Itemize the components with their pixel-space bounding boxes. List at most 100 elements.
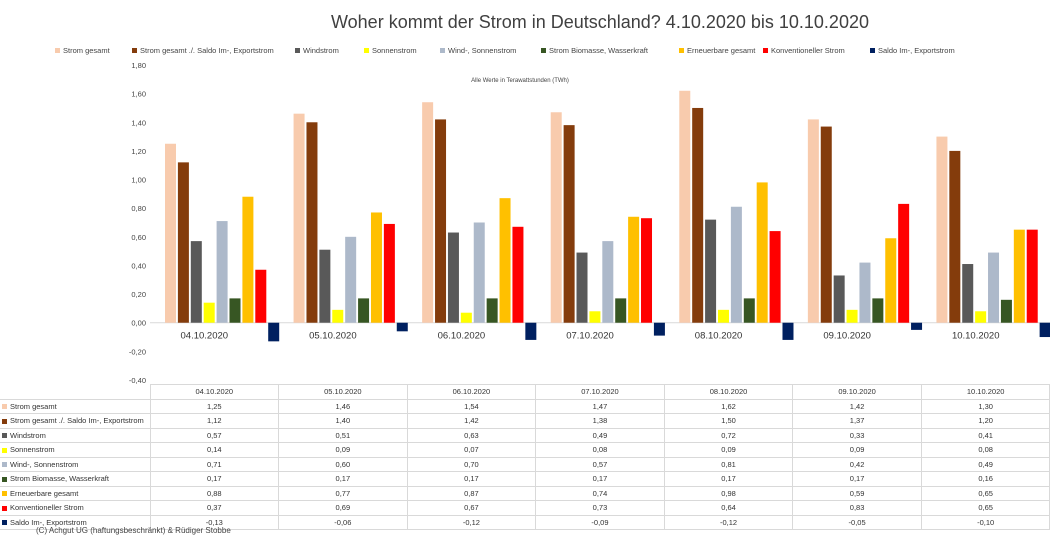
- bar: [743, 298, 755, 323]
- row-legend-key: [2, 476, 7, 482]
- chart-title: Woher kommt der Strom in Deutschland? 4.…: [331, 12, 869, 32]
- bar: [319, 249, 331, 323]
- y-tick-label: 0,60: [131, 233, 146, 242]
- bar: [563, 125, 575, 323]
- bar: [988, 252, 1000, 323]
- bar: [975, 311, 987, 323]
- bar: [872, 298, 884, 323]
- table-cell: 0,17: [406, 471, 537, 487]
- table-row: Konventioneller Strom 0,37 0,69 0,67 0,73 0,6…: [0, 500, 1050, 516]
- bar: [807, 119, 819, 323]
- bar: [165, 143, 176, 323]
- row-legend-key: [2, 505, 7, 511]
- bar: [833, 275, 845, 323]
- y-tick-label: 1,80: [131, 61, 146, 70]
- y-tick-label: 1,20: [131, 147, 146, 156]
- legend-label: Saldo Im-, Exportstrom: [878, 46, 955, 55]
- row-series-name: Konventioneller Strom: [10, 503, 84, 513]
- bar: [756, 182, 768, 323]
- chart-subtitle: Alle Werte in Terawattstunden (TWh): [471, 78, 569, 84]
- table-row: Strom gesamt 1,25 1,46 1,54 1,47 1,62 1,42 1,30: [0, 398, 1050, 414]
- table-cell: 0,67: [406, 500, 537, 516]
- table-cell: 0,64: [663, 500, 794, 516]
- table-row: Strom Biomasse, Wasserkraft 0,17 0,17 0,17 0…: [0, 471, 1050, 487]
- legend-item: Erneuerbare gesamt: [679, 46, 755, 55]
- bar: [512, 226, 524, 323]
- bar: [641, 218, 653, 323]
- legend-item: Windstrom: [295, 46, 339, 55]
- table-cell: 1,62: [663, 398, 794, 414]
- bar: [268, 322, 280, 342]
- legend-swatch: [55, 48, 60, 53]
- table-cell: 0,59: [792, 485, 922, 501]
- bar: [345, 236, 357, 323]
- table-column-header: 05.10.2020: [278, 384, 408, 400]
- table-cell: 1,20: [920, 413, 1050, 429]
- y-tick-label: 0,40: [131, 261, 146, 270]
- table-cell: 0,73: [535, 500, 665, 516]
- bar: [653, 322, 665, 336]
- table-cell: 0,42: [792, 456, 922, 472]
- table-column-header: 06.10.2020: [406, 384, 537, 400]
- row-legend-key: [2, 418, 7, 424]
- bar: [332, 309, 344, 323]
- bar: [589, 311, 601, 323]
- table-column-header: 09.10.2020: [792, 384, 922, 400]
- bar: [1039, 322, 1050, 338]
- bar: [486, 298, 498, 323]
- table-cell: 0,07: [406, 442, 537, 458]
- y-tick-label: 0,80: [131, 204, 146, 213]
- x-tick-label: 05.10.2020: [309, 331, 357, 342]
- table-cell: 1,42: [792, 398, 922, 414]
- table-cell: -0,12: [663, 514, 794, 530]
- row-series-name: Strom gesamt: [10, 401, 57, 411]
- table-cell: 0,63: [406, 427, 537, 443]
- table-cell: 0,16: [920, 471, 1050, 487]
- legend-item: Konventioneller Strom: [763, 46, 845, 55]
- bar: [306, 122, 318, 323]
- bar: [370, 212, 382, 323]
- bar: [911, 322, 923, 330]
- table-cell: 0,09: [792, 442, 922, 458]
- x-tick-label: 04.10.2020: [181, 331, 229, 342]
- table-cell: 1,30: [920, 398, 1050, 414]
- legend-label: Erneuerbare gesamt: [687, 46, 756, 55]
- row-legend-key: [2, 404, 7, 410]
- table-cell: -0,05: [792, 514, 922, 530]
- table-cell: 0,49: [535, 427, 665, 443]
- table-corner: [0, 384, 150, 400]
- bar: [717, 309, 729, 323]
- table-cell: 0,70: [406, 456, 537, 472]
- table-column-header: 08.10.2020: [663, 384, 794, 400]
- table-row-label: Strom Biomasse, Wasserkraft: [0, 471, 151, 487]
- legend-label: Strom Biomasse, Wasserkraft: [549, 46, 648, 55]
- table-cell: 0,71: [149, 456, 280, 472]
- table-cell: 0,08: [920, 442, 1050, 458]
- bar: [1000, 299, 1012, 323]
- row-series-name: Strom Biomasse, Wasserkraft: [10, 474, 109, 484]
- table-column-header: 07.10.2020: [535, 384, 665, 400]
- table-row: Windstrom 0,57 0,51 0,63 0,49 0,72 0,33 0,41: [0, 427, 1050, 443]
- table-row: Saldo Im-, Exportstrom -0,13 -0,06 -0,12 -0,…: [0, 514, 1050, 530]
- table-cell: -0,06: [278, 514, 408, 530]
- bar: [705, 219, 717, 323]
- x-tick-label: 10.10.2020: [952, 331, 1000, 342]
- table-cell: 0,57: [535, 456, 665, 472]
- y-tick-label: 1,00: [131, 176, 146, 185]
- table-cell: 0,74: [535, 485, 665, 501]
- legend-item: Strom Biomasse, Wasserkraft: [541, 46, 648, 55]
- bar: [885, 238, 897, 323]
- table-cell: 0,60: [278, 456, 408, 472]
- bar: [615, 298, 627, 323]
- y-tick-label: 1,40: [131, 118, 146, 127]
- table-cell: -0,12: [406, 514, 537, 530]
- copyright-footer: (C) Achgut UG (haftungsbeschränkt) & Rüd…: [36, 526, 231, 535]
- bar: [422, 102, 434, 323]
- bar: [473, 222, 485, 323]
- legend-label: Strom gesamt ./. Saldo Im-, Exportstrom: [140, 46, 274, 55]
- row-series-name: Saldo Im-, Exportstrom: [10, 517, 87, 527]
- table-row: Strom gesamt ./. Saldo Im-, Exportstrom 1…: [0, 413, 1050, 429]
- table-row: Sonnenstrom 0,14 0,09 0,07 0,08 0,09 0,09 0,08: [0, 442, 1050, 458]
- legend-swatch: [763, 48, 768, 53]
- bar-chart: 1,80 1,60 1,40 1,20 1,00 0,80 0,60 0,40 0,20 0,00…: [129, 61, 1050, 384]
